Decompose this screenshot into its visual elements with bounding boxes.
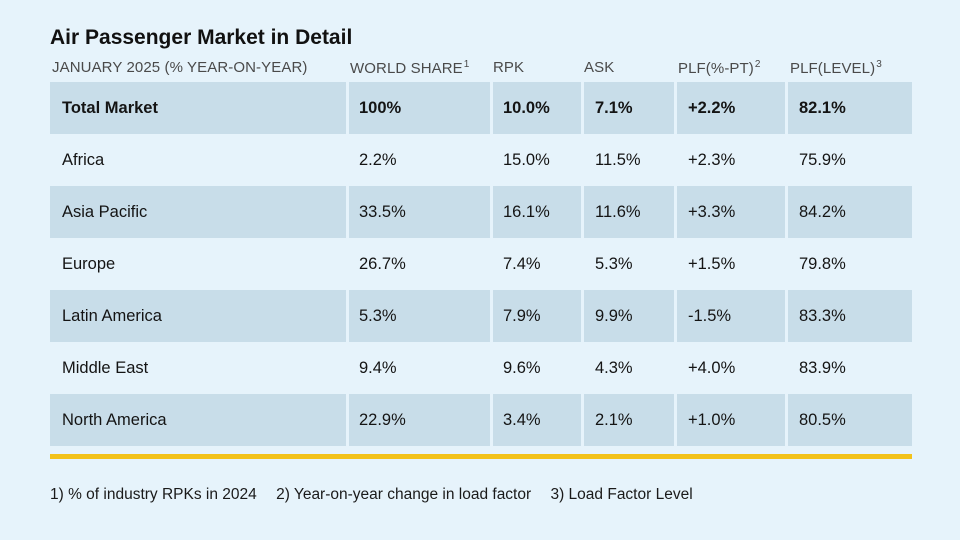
- cell-plf-level: 75.9%: [799, 151, 846, 169]
- column-divider: [581, 186, 584, 238]
- header-world-share-note: 1: [463, 59, 470, 70]
- page-title: Air Passenger Market in Detail: [50, 26, 353, 49]
- cell-ask: 11.5%: [595, 151, 641, 169]
- cell-plf-pt: +4.0%: [688, 359, 736, 377]
- table-row: Africa 2.2% 15.0% 11.5% +2.3% 75.9%: [50, 134, 912, 186]
- cell-world-share: 33.5%: [359, 203, 406, 221]
- header-world-share-label: WORLD SHARE: [350, 60, 463, 77]
- cell-world-share: 9.4%: [359, 359, 397, 377]
- column-divider: [490, 186, 493, 238]
- header-rpk: RPK: [493, 59, 524, 76]
- cell-plf-level: 84.2%: [799, 203, 846, 221]
- header-market: JANUARY 2025 (% YEAR-ON-YEAR): [52, 59, 307, 76]
- cell-market: Asia Pacific: [62, 203, 148, 221]
- column-divider: [490, 394, 493, 446]
- cell-ask: 5.3%: [595, 255, 633, 273]
- column-divider: [346, 186, 349, 238]
- cell-market: Europe: [62, 255, 116, 273]
- header-ask-label: ASK: [584, 59, 615, 76]
- table-row-total: Total Market 100% 10.0% 7.1% +2.2% 82.1%: [50, 82, 912, 134]
- cell-plf-pt: +3.3%: [688, 203, 736, 221]
- cell-plf-level: 79.8%: [799, 255, 846, 273]
- cell-world-share: 2.2%: [359, 151, 397, 169]
- cell-rpk: 7.4%: [503, 255, 541, 273]
- cell-rpk: 3.4%: [503, 411, 541, 429]
- column-divider: [785, 82, 788, 134]
- footnotes: 1) % of industry RPKs in 2024 2) Year-on…: [50, 486, 708, 504]
- table-row: Asia Pacific 33.5% 16.1% 11.6% +3.3% 84.2%: [50, 186, 912, 238]
- column-divider: [785, 290, 788, 342]
- header-plf-level-note: 3: [876, 59, 882, 70]
- column-divider: [346, 82, 349, 134]
- cell-plf-pt: +1.5%: [688, 255, 736, 273]
- cell-plf-pt: +2.2%: [688, 99, 736, 117]
- cell-plf-pt: -1.5%: [688, 307, 732, 325]
- column-divider: [490, 82, 493, 134]
- header-ask: ASK: [584, 59, 614, 76]
- cell-rpk: 9.6%: [503, 359, 541, 377]
- cell-plf-level: 80.5%: [799, 411, 846, 429]
- market-table: Total Market 100% 10.0% 7.1% +2.2% 82.1% Afric…: [50, 82, 912, 446]
- column-divider: [581, 290, 584, 342]
- cell-plf-level: 83.9%: [799, 359, 846, 377]
- column-divider: [674, 394, 677, 446]
- cell-rpk: 15.0%: [503, 151, 550, 169]
- table-row: Latin America 5.3% 7.9% 9.9% -1.5% 83.3%: [50, 290, 912, 342]
- cell-rpk: 10.0%: [503, 99, 550, 117]
- header-plf-level-label: PLF(LEVEL): [790, 60, 876, 77]
- cell-market: Africa: [62, 151, 105, 169]
- cell-rpk: 7.9%: [503, 307, 541, 325]
- cell-plf-pt: +1.0%: [688, 411, 736, 429]
- cell-ask: 2.1%: [595, 411, 633, 429]
- cell-world-share: 22.9%: [359, 411, 406, 429]
- column-divider: [346, 290, 349, 342]
- table-row: Europe 26.7% 7.4% 5.3% +1.5% 79.8%: [50, 238, 912, 290]
- column-divider: [674, 82, 677, 134]
- header-plf-pt: PLF(%-PT)2: [678, 59, 761, 77]
- cell-market: North America: [62, 411, 167, 429]
- column-divider: [785, 394, 788, 446]
- cell-plf-level: 83.3%: [799, 307, 846, 325]
- accent-bar: [50, 454, 912, 459]
- cell-ask: 7.1%: [595, 99, 633, 117]
- column-divider: [346, 394, 349, 446]
- cell-ask: 9.9%: [595, 307, 633, 325]
- cell-world-share: 100%: [359, 99, 402, 117]
- footnote-3: 3) Load Factor Level: [550, 486, 693, 503]
- column-divider: [785, 186, 788, 238]
- header-plf-level: PLF(LEVEL)3: [790, 59, 882, 77]
- table-header: JANUARY 2025 (% YEAR-ON-YEAR) WORLD SHAR…: [50, 56, 912, 82]
- header-plf-pt-label: PLF(%-PT): [678, 60, 754, 77]
- cell-plf-level: 82.1%: [799, 99, 846, 117]
- cell-market: Latin America: [62, 307, 162, 325]
- header-world-share: WORLD SHARE1: [350, 59, 469, 77]
- cell-world-share: 5.3%: [359, 307, 397, 325]
- header-plf-pt-note: 2: [754, 59, 761, 70]
- cell-rpk: 16.1%: [503, 203, 550, 221]
- column-divider: [581, 82, 584, 134]
- cell-world-share: 26.7%: [359, 255, 406, 273]
- cell-market: Total Market: [62, 99, 158, 117]
- column-divider: [490, 290, 493, 342]
- cell-ask: 4.3%: [595, 359, 633, 377]
- column-divider: [581, 394, 584, 446]
- cell-ask: 11.6%: [595, 203, 641, 221]
- footnote-1: 1) % of industry RPKs in 2024: [50, 486, 257, 503]
- footnote-2: 2) Year-on-year change in load factor: [276, 486, 532, 503]
- column-divider: [674, 186, 677, 238]
- cell-market: Middle East: [62, 359, 149, 377]
- table-row: Middle East 9.4% 9.6% 4.3% +4.0% 83.9%: [50, 342, 912, 394]
- column-divider: [674, 290, 677, 342]
- header-rpk-label: RPK: [493, 59, 525, 76]
- table-row: North America 22.9% 3.4% 2.1% +1.0% 80.5%: [50, 394, 912, 446]
- header-market-label: JANUARY 2025 (% YEAR-ON-YEAR): [52, 59, 308, 76]
- cell-plf-pt: +2.3%: [688, 151, 736, 169]
